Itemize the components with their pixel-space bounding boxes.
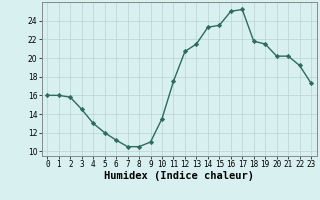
X-axis label: Humidex (Indice chaleur): Humidex (Indice chaleur) [104, 171, 254, 181]
